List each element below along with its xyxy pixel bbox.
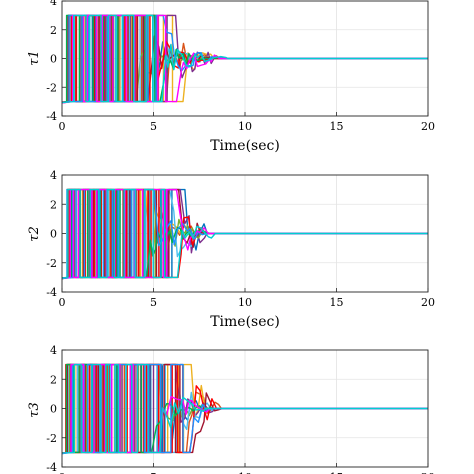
y-tick-label: 4 xyxy=(50,169,57,182)
x-tick-label: 10 xyxy=(238,296,252,309)
y-tick-label: 2 xyxy=(50,198,57,211)
y-tick-label: -2 xyxy=(46,81,57,94)
y-tick-label: -2 xyxy=(46,257,57,270)
x-tick-label: 15 xyxy=(330,471,344,474)
y-tick-label: 2 xyxy=(50,24,57,37)
x-tick-label: 5 xyxy=(150,120,157,133)
series-line xyxy=(61,188,428,279)
y-axis-label: τ1 xyxy=(27,50,42,65)
x-axis-label: Time(sec) xyxy=(210,138,280,154)
x-tick-label: 20 xyxy=(421,471,435,474)
y-axis-label: τ3 xyxy=(27,402,42,417)
x-tick-label: 20 xyxy=(421,120,435,133)
y-axis-label: τ2 xyxy=(27,226,42,241)
y-tick-label: 2 xyxy=(50,373,57,386)
y-tick-label: 4 xyxy=(50,344,57,357)
x-tick-label: 15 xyxy=(330,120,344,133)
y-tick-label: 0 xyxy=(50,53,57,66)
x-tick-label: 20 xyxy=(421,296,435,309)
x-axis-label: Time(sec) xyxy=(210,314,280,330)
x-tick-label: 15 xyxy=(330,296,344,309)
y-tick-label: -4 xyxy=(46,110,57,123)
x-tick-label: 10 xyxy=(238,120,252,133)
x-tick-label: 0 xyxy=(59,120,66,133)
y-tick-label: 0 xyxy=(50,403,57,416)
x-tick-label: 0 xyxy=(59,471,66,474)
y-tick-label: -4 xyxy=(46,461,57,474)
y-tick-label: -4 xyxy=(46,286,57,299)
y-tick-label: -2 xyxy=(46,432,57,445)
x-tick-label: 5 xyxy=(150,471,157,474)
y-tick-label: 4 xyxy=(50,0,57,8)
series-line xyxy=(61,363,428,454)
y-tick-label: 0 xyxy=(50,228,57,241)
x-tick-label: 10 xyxy=(238,471,252,474)
x-tick-label: 0 xyxy=(59,296,66,309)
series-line xyxy=(61,14,428,104)
x-tick-label: 5 xyxy=(150,296,157,309)
